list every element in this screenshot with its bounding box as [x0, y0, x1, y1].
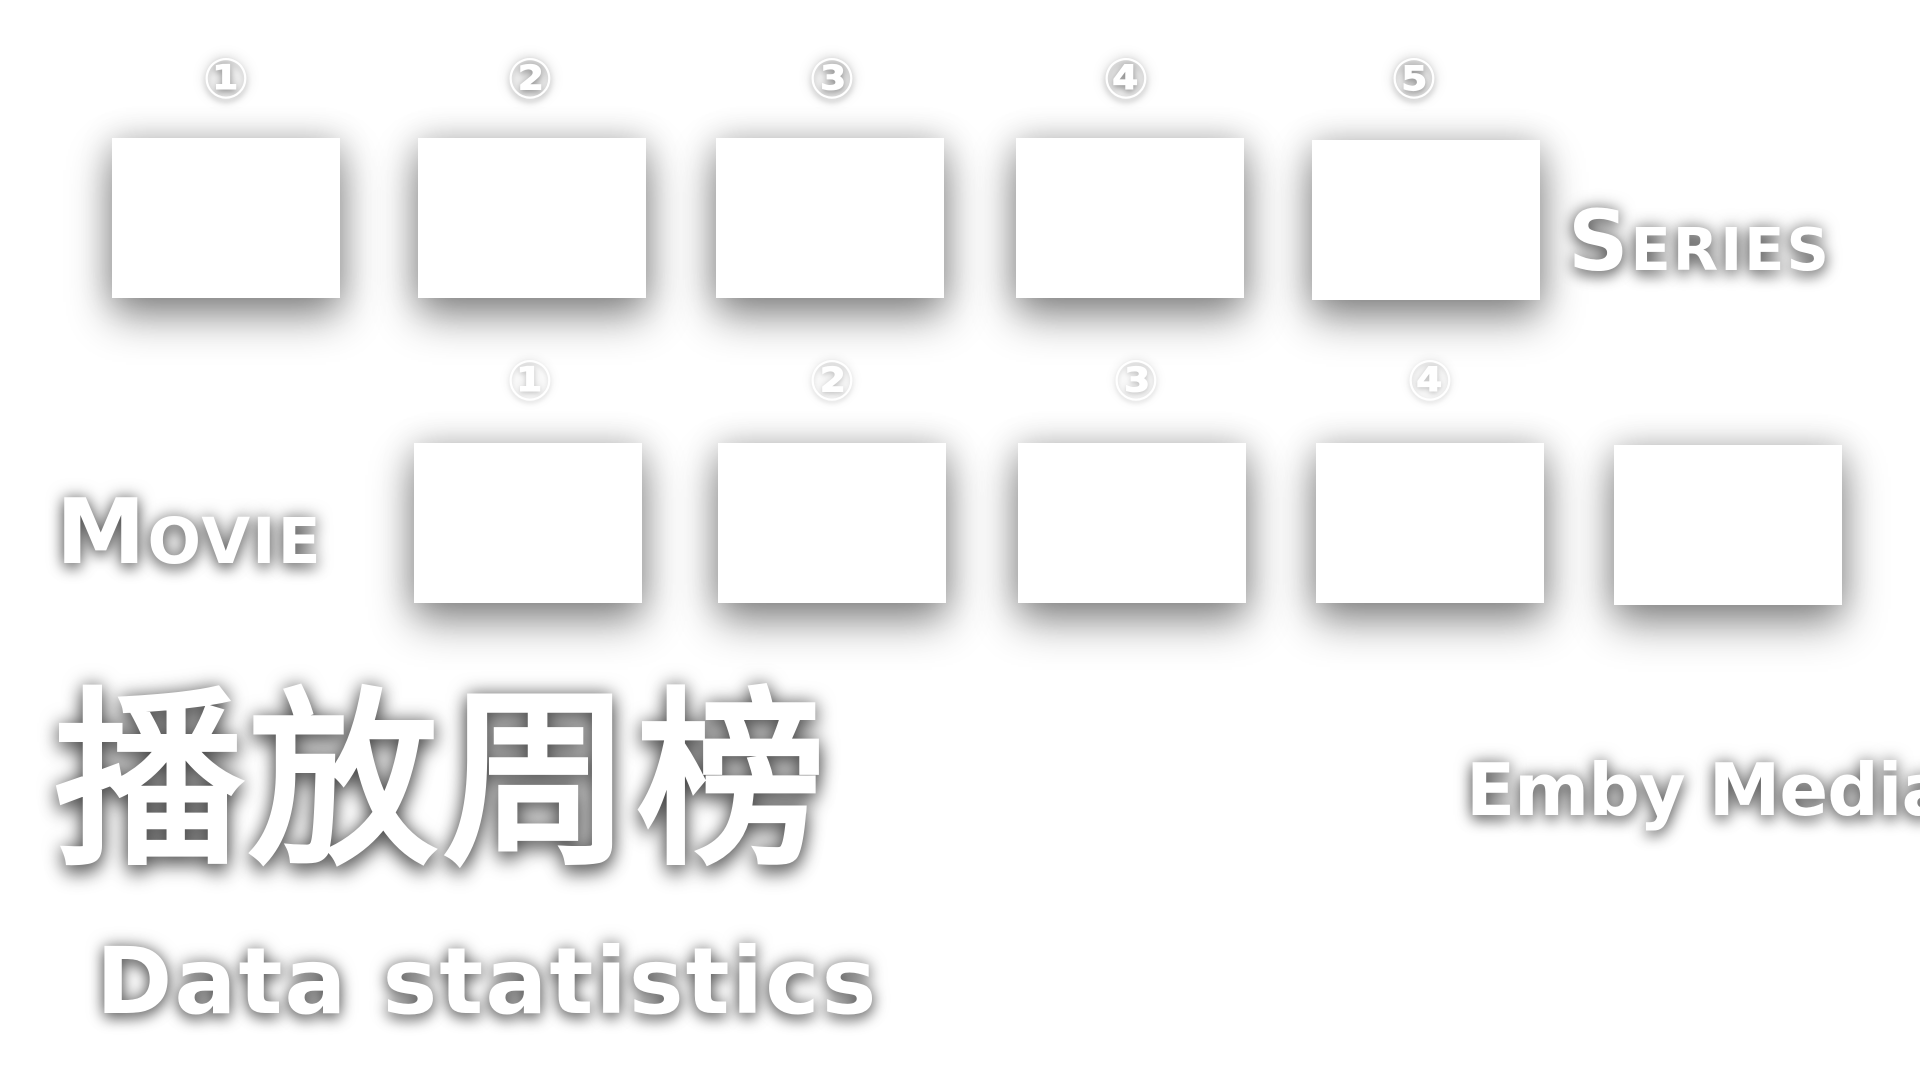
movie-rank-3: ③	[1112, 349, 1160, 414]
series-rank-4: ④	[1102, 47, 1150, 112]
movie-poster-3[interactable]	[1018, 443, 1246, 603]
series-poster-5[interactable]	[1312, 140, 1540, 300]
movie-poster-5[interactable]	[1614, 445, 1842, 605]
movie-rank-1: ①	[506, 349, 554, 414]
series-poster-3[interactable]	[716, 138, 944, 298]
page-title: 播放周榜	[54, 671, 831, 892]
movie-poster-2[interactable]	[718, 443, 946, 603]
series-rank-3: ③	[808, 47, 856, 112]
page-subtitle: Data statistics	[96, 928, 879, 1035]
series-rank-5: ⑤	[1390, 47, 1438, 112]
movie-rank-2: ②	[808, 349, 856, 414]
series-poster-4[interactable]	[1016, 138, 1244, 298]
series-poster-1[interactable]	[112, 138, 340, 298]
movie-poster-4[interactable]	[1316, 443, 1544, 603]
movie-rank-4: ④	[1406, 349, 1454, 414]
series-rank-2: ②	[506, 47, 554, 112]
series-label: Series	[1568, 192, 1831, 290]
series-poster-2[interactable]	[418, 138, 646, 298]
movie-poster-1[interactable]	[414, 443, 642, 603]
brand-name: Emby Media	[1466, 748, 1920, 832]
movie-label: Movie	[56, 480, 323, 585]
series-rank-1: ①	[202, 47, 250, 112]
